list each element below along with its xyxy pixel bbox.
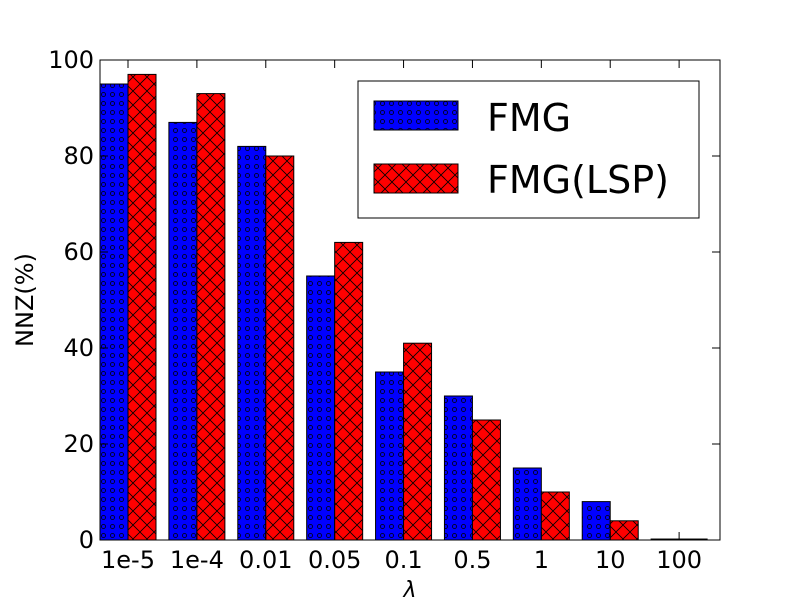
x-axis: 1e-5 1e-4 0.01 0.05 0.1 0.5 1 10 100 xyxy=(101,60,702,574)
legend-swatch-fmg xyxy=(373,100,459,131)
bar-fmg-1e-5 xyxy=(99,83,129,541)
bar-fmg-0.1 xyxy=(375,371,405,541)
y-tick-label: 40 xyxy=(63,334,94,362)
bar-fmg-lsp-1e-4 xyxy=(196,93,226,541)
y-axis-label: NNZ(%) xyxy=(11,253,39,347)
y-tick-label: 80 xyxy=(63,142,94,170)
x-tick-label-0.01: 0.01 xyxy=(239,546,292,574)
bar-fmg-lsp-0.05 xyxy=(334,241,364,541)
y-tick-label: 0 xyxy=(79,526,94,554)
x-tick-label-10: 10 xyxy=(595,546,626,574)
bar-fmg-lsp-0.1 xyxy=(403,342,433,541)
x-tick-label-0.05: 0.05 xyxy=(308,546,361,574)
bar-fmg-lsp-0.5 xyxy=(471,419,501,541)
x-axis-label: λ xyxy=(402,578,416,600)
bar-fmg-1 xyxy=(512,467,542,541)
legend-label-fmg: FMG xyxy=(487,96,571,140)
x-tick-label-1e-4: 1e-4 xyxy=(170,546,224,574)
bar-fmg-lsp-10 xyxy=(609,520,639,541)
plot-frame xyxy=(99,59,721,541)
bar-fmg-0.5 xyxy=(443,395,473,541)
x-tick-label-1e-5: 1e-5 xyxy=(101,546,155,574)
bars-layer xyxy=(99,73,708,541)
y-tick-label: 20 xyxy=(63,430,94,458)
bar-fmg-1e-4 xyxy=(168,121,198,541)
bar-fmg-lsp-1 xyxy=(540,491,570,541)
legend-label-fmg-lsp: FMG(LSP) xyxy=(487,158,669,202)
legend-swatch-fmg-lsp xyxy=(373,163,459,194)
bar-fmg-lsp-1e-5 xyxy=(127,73,157,541)
bar-fmg-lsp-0.01 xyxy=(265,155,295,541)
y-axis: 0 20 40 60 80 100 xyxy=(48,46,720,554)
y-tick-label: 60 xyxy=(63,238,94,266)
x-tick-label-1: 1 xyxy=(534,546,549,574)
bar-fmg-10 xyxy=(581,501,611,541)
bar-fmg-0.05 xyxy=(306,275,336,541)
y-tick-label: 100 xyxy=(48,46,94,74)
x-tick-label-0.1: 0.1 xyxy=(384,546,422,574)
legend: FMG FMG(LSP) xyxy=(357,80,700,219)
bar-fmg-0.01 xyxy=(237,145,267,541)
x-tick-label-0.5: 0.5 xyxy=(453,546,491,574)
x-tick-label-100: 100 xyxy=(656,546,702,574)
